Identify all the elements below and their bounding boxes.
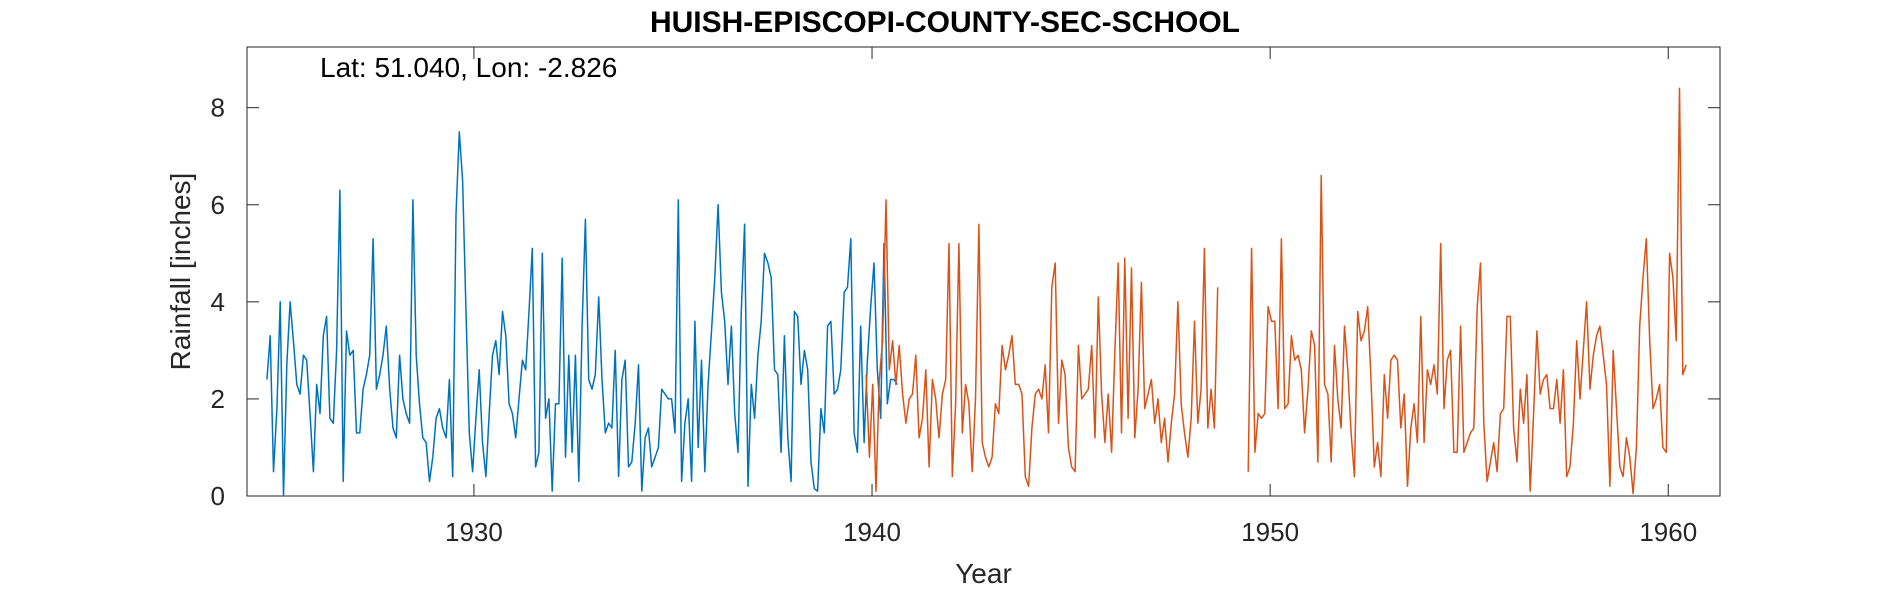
series-line-2: [865, 199, 1219, 492]
series-layer: [266, 87, 1687, 497]
y-tick-label: 2: [211, 384, 225, 414]
x-tick-label: 1940: [843, 517, 901, 547]
series-line-1: [266, 131, 898, 497]
plot-frame: [246, 46, 1721, 497]
lat-lon-annotation: Lat: 51.040, Lon: -2.826: [320, 52, 617, 83]
y-tick-label: 0: [211, 481, 225, 511]
x-axis-label: Year: [955, 558, 1012, 589]
x-tick-label: 1950: [1241, 517, 1299, 547]
y-tick-label: 4: [211, 287, 225, 317]
ticks-layer: 1930 1940 1950 1960 0 2 4 6 8: [211, 47, 1720, 547]
axes-box: [246, 46, 1721, 497]
chart-title: HUISH-EPISCOPI-COUNTY-SEC-SCHOOL: [649, 6, 1241, 39]
x-tick-label: 1930: [445, 517, 503, 547]
y-tick-label: 6: [211, 190, 225, 220]
series-line-3: [1247, 87, 1687, 495]
y-tick-label: 8: [211, 93, 225, 123]
y-axis-label: Rainfall [inches]: [165, 173, 196, 371]
x-tick-label: 1960: [1639, 517, 1697, 547]
